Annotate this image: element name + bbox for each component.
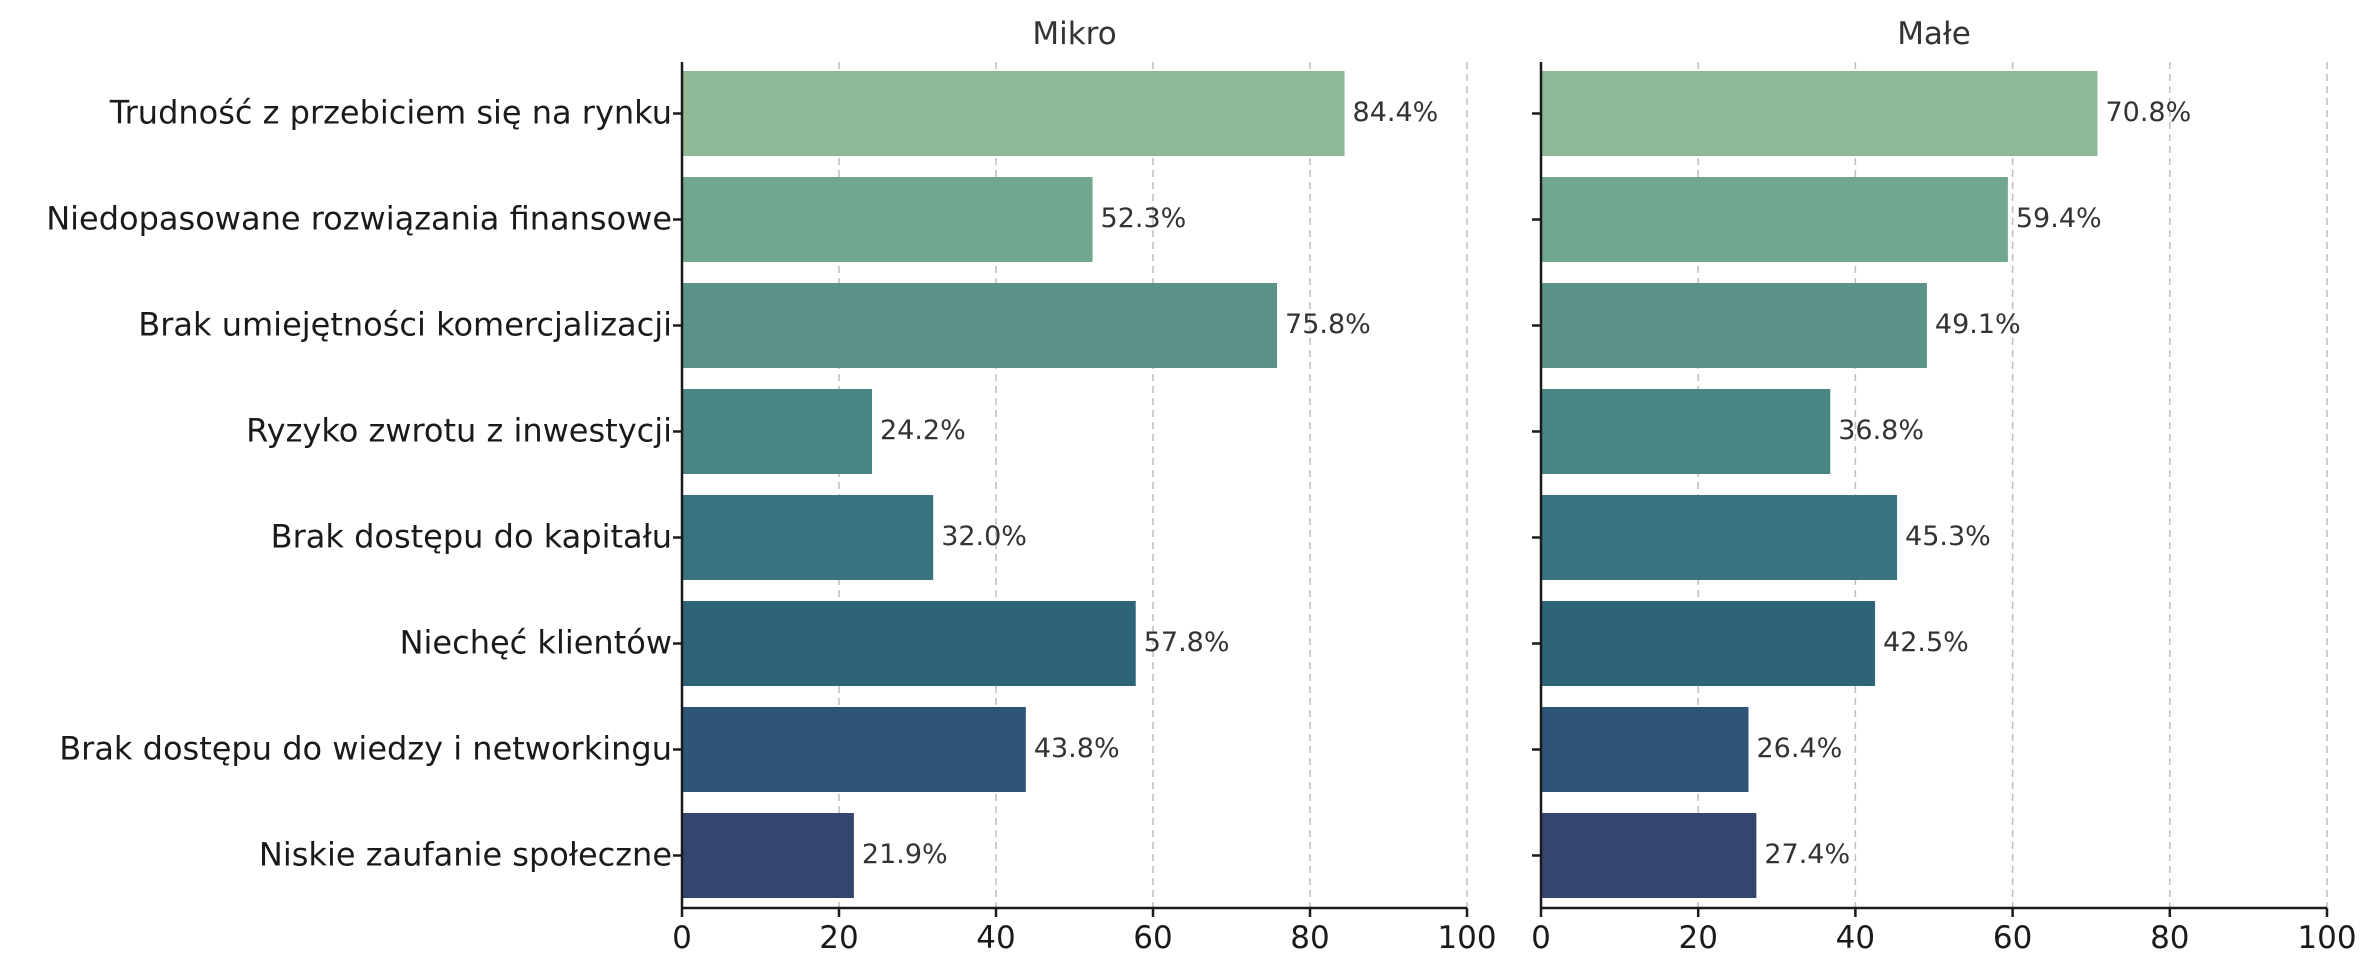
x-tick-label: 60 [1993, 920, 2032, 956]
bar-trudnosc-z-przebiciem-sie-na-rynku [1541, 71, 2098, 156]
panel-title-male: Małe [1897, 16, 1971, 52]
x-tick-label: 80 [1290, 920, 1329, 956]
value-label-brak-dostepu-do-wiedzy-i-networkingu: 26.4% [1757, 733, 1843, 764]
labels: 84.4% Trudność z przebiciem się na rynku 5… [46, 94, 1438, 874]
value-label-brak-dostepu-do-kapitalu: 32.0% [941, 521, 1027, 552]
value-label-niedopasowane-rozwiazania-finansowe: 52.3% [1101, 203, 1187, 234]
value-label-niskie-zaufanie-spoleczne: 27.4% [1764, 839, 1850, 870]
value-label-ryzyko-zwrotu-z-inwestycji: 36.8% [1838, 415, 1924, 446]
category-label-ryzyko-zwrotu-z-inwestycji: Ryzyko zwrotu z inwestycji [246, 412, 672, 450]
x-tick-label: 100 [1437, 920, 1496, 956]
bars [682, 71, 1345, 898]
category-label-brak-dostepu-do-kapitalu: Brak dostępu do kapitału [271, 518, 672, 556]
value-label-niskie-zaufanie-spoleczne: 21.9% [862, 839, 948, 870]
bar-brak-umiejetnosci-komercjalizacji [1541, 283, 1927, 368]
x-tick-label: 80 [2150, 920, 2189, 956]
value-label-brak-dostepu-do-wiedzy-i-networkingu: 43.8% [1034, 733, 1120, 764]
bar-ryzyko-zwrotu-z-inwestycji [1541, 389, 1831, 474]
gridlines [838, 62, 1468, 908]
bar-brak-dostepu-do-wiedzy-i-networkingu [1541, 707, 1749, 792]
bar-niechec-klientow [682, 601, 1136, 686]
bars [1541, 71, 2098, 898]
value-label-brak-umiejetnosci-komercjalizacji: 49.1% [1935, 309, 2021, 340]
panel-title-mikro: Mikro [1032, 16, 1116, 52]
category-label-niskie-zaufanie-spoleczne: Niskie zaufanie społeczne [259, 836, 672, 874]
bar-niedopasowane-rozwiazania-finansowe [682, 177, 1093, 262]
bar-brak-dostepu-do-kapitalu [682, 495, 934, 580]
value-label-brak-umiejetnosci-komercjalizacji: 75.8% [1285, 309, 1371, 340]
bar-brak-dostepu-do-kapitalu [1541, 495, 1898, 580]
labels: 70.8% 59.4% 49.1% 36.8% 45.3% 42.5% 26.4% 27.4% [1757, 97, 2192, 870]
bar-ryzyko-zwrotu-z-inwestycji [682, 389, 872, 474]
value-label-trudnosc-z-przebiciem-sie-na-rynku: 84.4% [1353, 97, 1439, 128]
bar-niedopasowane-rozwiazania-finansowe [1541, 177, 2008, 262]
category-label-brak-dostepu-do-wiedzy-i-networkingu: Brak dostępu do wiedzy i networkingu [59, 730, 672, 768]
value-label-niedopasowane-rozwiazania-finansowe: 59.4% [2016, 203, 2102, 234]
bar-trudnosc-z-przebiciem-sie-na-rynku [682, 71, 1345, 156]
axes: 0 20 40 60 80 100 [672, 62, 1497, 956]
bar-niskie-zaufanie-spoleczne [1541, 813, 1757, 898]
value-label-brak-dostepu-do-kapitalu: 45.3% [1905, 521, 1991, 552]
gridlines [1697, 62, 2328, 908]
category-label-niedopasowane-rozwiazania-finansowe: Niedopasowane rozwiązania finansowe [46, 200, 672, 238]
x-tick-label: 20 [819, 920, 858, 956]
value-label-niechec-klientow: 57.8% [1144, 627, 1230, 658]
x-tick-label: 40 [1836, 920, 1875, 956]
bar-niskie-zaufanie-spoleczne [682, 813, 854, 898]
axes: 0 20 40 60 80 100 [1531, 62, 2357, 956]
x-tick-label: 60 [1133, 920, 1172, 956]
bar-brak-dostepu-do-wiedzy-i-networkingu [682, 707, 1026, 792]
bar-brak-umiejetnosci-komercjalizacji [682, 283, 1278, 368]
x-tick-label: 0 [1531, 920, 1551, 956]
category-label-niechec-klientow: Niechęć klientów [400, 624, 672, 662]
x-tick-label: 0 [672, 920, 692, 956]
value-label-trudnosc-z-przebiciem-sie-na-rynku: 70.8% [2105, 97, 2191, 128]
panel-mikro: Mikro 0 20 40 60 80 100 84.4% Trudność z przeb… [46, 16, 1496, 956]
category-label-brak-umiejetnosci-komercjalizacji: Brak umiejętności komercjalizacji [138, 306, 672, 344]
panel-male: Małe 0 20 40 60 80 100 70.8% 59.4% 49.1% 36.8% 45… [1531, 16, 2356, 956]
x-tick-label: 20 [1678, 920, 1717, 956]
x-tick-label: 40 [976, 920, 1015, 956]
category-label-trudnosc-z-przebiciem-sie-na-rynku: Trudność z przebiciem się na rynku [109, 94, 672, 132]
value-label-ryzyko-zwrotu-z-inwestycji: 24.2% [880, 415, 966, 446]
value-label-niechec-klientow: 42.5% [1883, 627, 1969, 658]
x-tick-label: 100 [2297, 920, 2356, 956]
bar-niechec-klientow [1541, 601, 1876, 686]
